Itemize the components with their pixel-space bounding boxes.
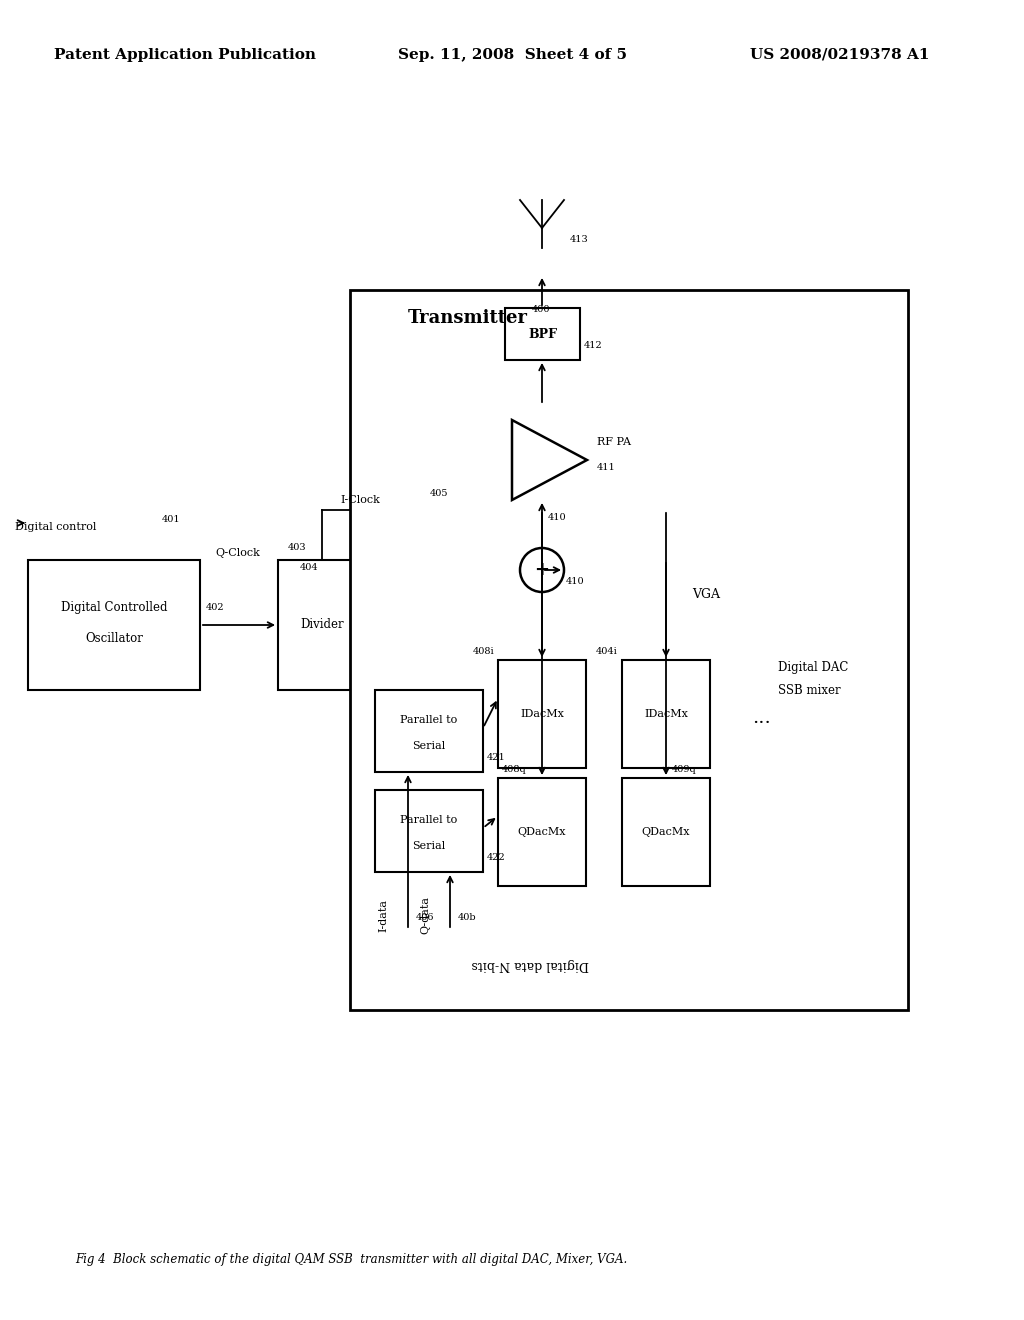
- Bar: [498, 660, 586, 768]
- Bar: [505, 308, 580, 360]
- Text: QDacMx: QDacMx: [642, 828, 690, 837]
- Text: VGA: VGA: [692, 589, 720, 602]
- Text: 405: 405: [430, 488, 449, 498]
- Text: I-Clock: I-Clock: [340, 495, 380, 506]
- Text: IDacMx: IDacMx: [644, 709, 688, 719]
- Text: +: +: [535, 561, 550, 579]
- Bar: [622, 777, 710, 886]
- Text: SSB mixer: SSB mixer: [778, 684, 841, 697]
- Bar: [375, 789, 483, 873]
- Text: 408q: 408q: [502, 766, 526, 775]
- Bar: [488, 645, 600, 903]
- Text: Digital control: Digital control: [15, 521, 96, 532]
- Bar: [622, 660, 710, 768]
- Text: 410: 410: [566, 578, 585, 586]
- Bar: [368, 609, 828, 908]
- Text: 411: 411: [597, 463, 615, 473]
- Text: Patent Application Publication: Patent Application Publication: [54, 48, 316, 62]
- Text: 403: 403: [288, 544, 306, 553]
- Text: Digital DAC: Digital DAC: [778, 661, 848, 675]
- Text: 408i: 408i: [472, 648, 494, 656]
- Text: RF PA: RF PA: [597, 437, 631, 447]
- Text: Digital data N-bits: Digital data N-bits: [471, 958, 589, 972]
- Bar: [28, 560, 200, 690]
- Bar: [278, 560, 366, 690]
- Text: US 2008/0219378 A1: US 2008/0219378 A1: [751, 48, 930, 62]
- Text: 421: 421: [487, 754, 506, 763]
- Text: 404: 404: [300, 564, 318, 573]
- Text: IDacMx: IDacMx: [520, 709, 564, 719]
- Text: 400: 400: [532, 305, 551, 314]
- Text: Serial: Serial: [413, 741, 445, 751]
- Text: 413: 413: [570, 235, 589, 244]
- Text: 401: 401: [162, 516, 180, 524]
- Text: QDacMx: QDacMx: [518, 828, 566, 837]
- Text: Q-Clock: Q-Clock: [215, 548, 260, 558]
- Text: Parallel to: Parallel to: [400, 715, 458, 725]
- Text: Serial: Serial: [413, 841, 445, 851]
- Text: Transmitter: Transmitter: [408, 309, 528, 327]
- Text: 409q: 409q: [672, 766, 696, 775]
- Text: Sep. 11, 2008  Sheet 4 of 5: Sep. 11, 2008 Sheet 4 of 5: [397, 48, 627, 62]
- Text: Fig 4  Block schematic of the digital QAM SSB  transmitter with all digital DAC,: Fig 4 Block schematic of the digital QAM…: [75, 1254, 628, 1266]
- Text: Digital Controlled: Digital Controlled: [60, 602, 167, 615]
- Text: 412: 412: [584, 342, 603, 351]
- Text: 40b: 40b: [458, 913, 476, 923]
- Text: I-data: I-data: [378, 899, 388, 932]
- Text: 410: 410: [548, 513, 566, 523]
- Text: 404i: 404i: [596, 648, 618, 656]
- Bar: [612, 645, 724, 903]
- Text: BPF: BPF: [528, 327, 557, 341]
- Text: Q-data: Q-data: [420, 896, 430, 935]
- Text: Oscillator: Oscillator: [85, 631, 143, 644]
- Bar: [350, 290, 908, 1010]
- Text: ...: ...: [753, 709, 771, 727]
- Bar: [375, 690, 483, 772]
- Text: Divider: Divider: [300, 619, 344, 631]
- Text: 402: 402: [206, 603, 224, 612]
- Text: 406: 406: [416, 913, 434, 923]
- Bar: [498, 777, 586, 886]
- Text: Parallel to: Parallel to: [400, 814, 458, 825]
- Text: 422: 422: [487, 854, 506, 862]
